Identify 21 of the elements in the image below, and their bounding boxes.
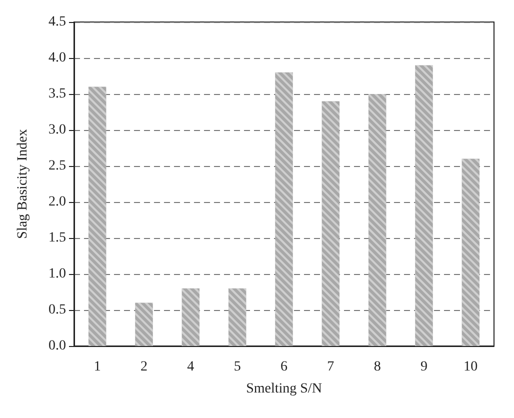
y-tick-label: 3.0 xyxy=(48,122,66,138)
x-tick-label: 5 xyxy=(234,360,241,374)
y-tick-label: 4.5 xyxy=(48,14,66,30)
y-axis-title: Slag Basicity Index xyxy=(16,129,30,239)
x-tick-label: 4 xyxy=(187,360,194,374)
x-tick-label: 1 xyxy=(94,360,101,374)
y-tick-label: 2.0 xyxy=(48,194,66,210)
y-tick-label: 4.0 xyxy=(48,50,66,66)
x-tick-label: 10 xyxy=(464,360,478,374)
y-tick-label: 2.5 xyxy=(48,158,66,174)
y-tick-label: 3.5 xyxy=(48,86,66,102)
x-tick-label: 6 xyxy=(280,360,288,374)
y-tick-label: 0.0 xyxy=(48,338,66,354)
y-tick-label: 1.0 xyxy=(48,266,66,282)
x-axis-title: Smelting S/N xyxy=(246,382,322,396)
x-tick-label: 2 xyxy=(140,360,148,374)
y-tick-label: 0.5 xyxy=(48,302,66,318)
x-tick-label: 9 xyxy=(420,360,428,374)
x-tick-label: 8 xyxy=(374,360,381,374)
y-tick-label: 1.5 xyxy=(48,230,66,246)
x-tick-label: 7 xyxy=(327,360,334,374)
